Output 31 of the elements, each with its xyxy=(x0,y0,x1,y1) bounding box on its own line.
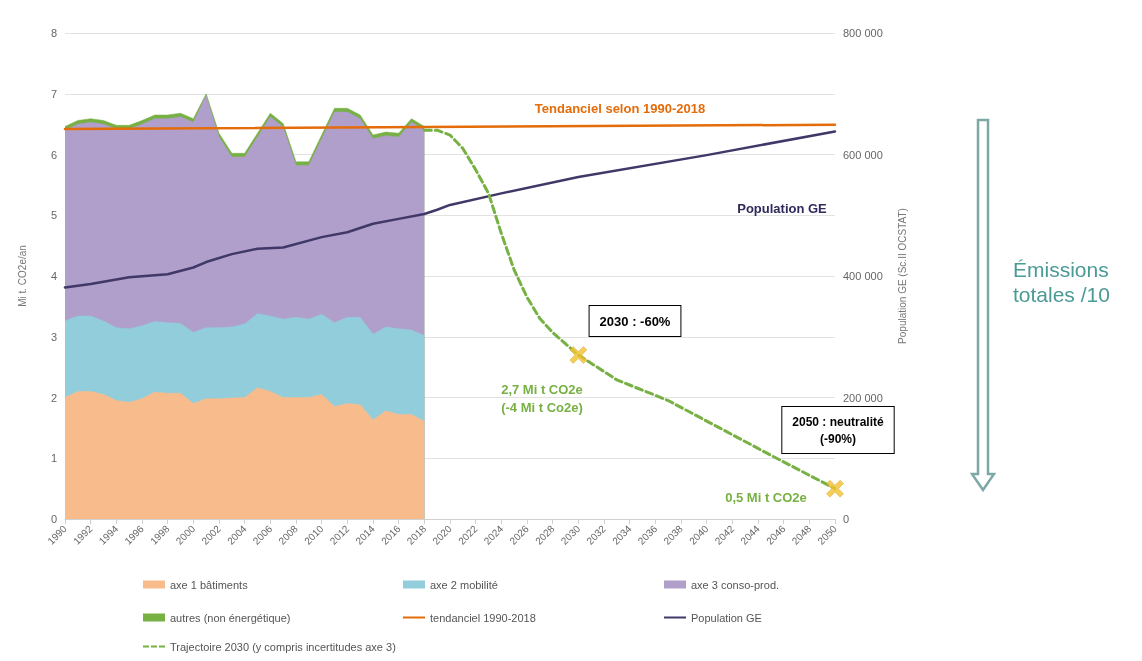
line-series xyxy=(63,130,837,289)
y2-tick-label: 800 000 xyxy=(843,27,883,39)
legend-label: axe 2 mobilité xyxy=(430,578,498,591)
y2-tick-label: 0 xyxy=(843,513,850,525)
y-axis-title: Mi t. CO2e/an xyxy=(16,245,28,307)
legend-label: Population GE xyxy=(691,611,762,624)
legend-label: axe 1 bâtiments xyxy=(170,578,249,591)
annotation: 0,5 Mi t CO2e xyxy=(725,489,807,505)
y-tick-label: 6 xyxy=(50,148,57,161)
annotation: 2050 : neutralité (-90%) xyxy=(792,414,885,446)
text: Émissions totales /10 xyxy=(1013,257,1111,307)
annotation: Tendanciel selon 1990-2018 xyxy=(534,100,706,116)
y-tick-label: 8 xyxy=(50,27,57,39)
legend-label: axe 3 conso-prod. xyxy=(691,578,780,591)
annotation: 2,7 Mi t CO2e (-4 Mi t Co2e) xyxy=(501,381,583,415)
y-tick-label: 4 xyxy=(50,270,57,282)
y2-tick-label: 400 000 xyxy=(843,270,883,282)
y2-tick-label: 600 000 xyxy=(843,148,883,161)
legend-label: autres (non énergétique) xyxy=(170,611,291,624)
annotation: Population GE xyxy=(737,200,828,216)
legend-label: tendanciel 1990-2018 xyxy=(430,611,536,624)
y-tick-label: 5 xyxy=(50,209,57,222)
annotation: 2030 : -60% xyxy=(599,313,671,329)
y-tick-label: 7 xyxy=(50,87,57,100)
y2-axis-title: Population GE (Sc.II OCSTAT) xyxy=(896,208,908,344)
y-tick-label: 0 xyxy=(50,513,57,525)
y-tick-label: 2 xyxy=(50,391,57,404)
y2-tick-label: 200 000 xyxy=(843,391,883,404)
legend-label: Trajectoire 2030 (y compris incertitudes axe 3) xyxy=(170,640,396,653)
y-tick-label: 1 xyxy=(50,452,57,465)
y-tick-label: 3 xyxy=(50,330,57,343)
